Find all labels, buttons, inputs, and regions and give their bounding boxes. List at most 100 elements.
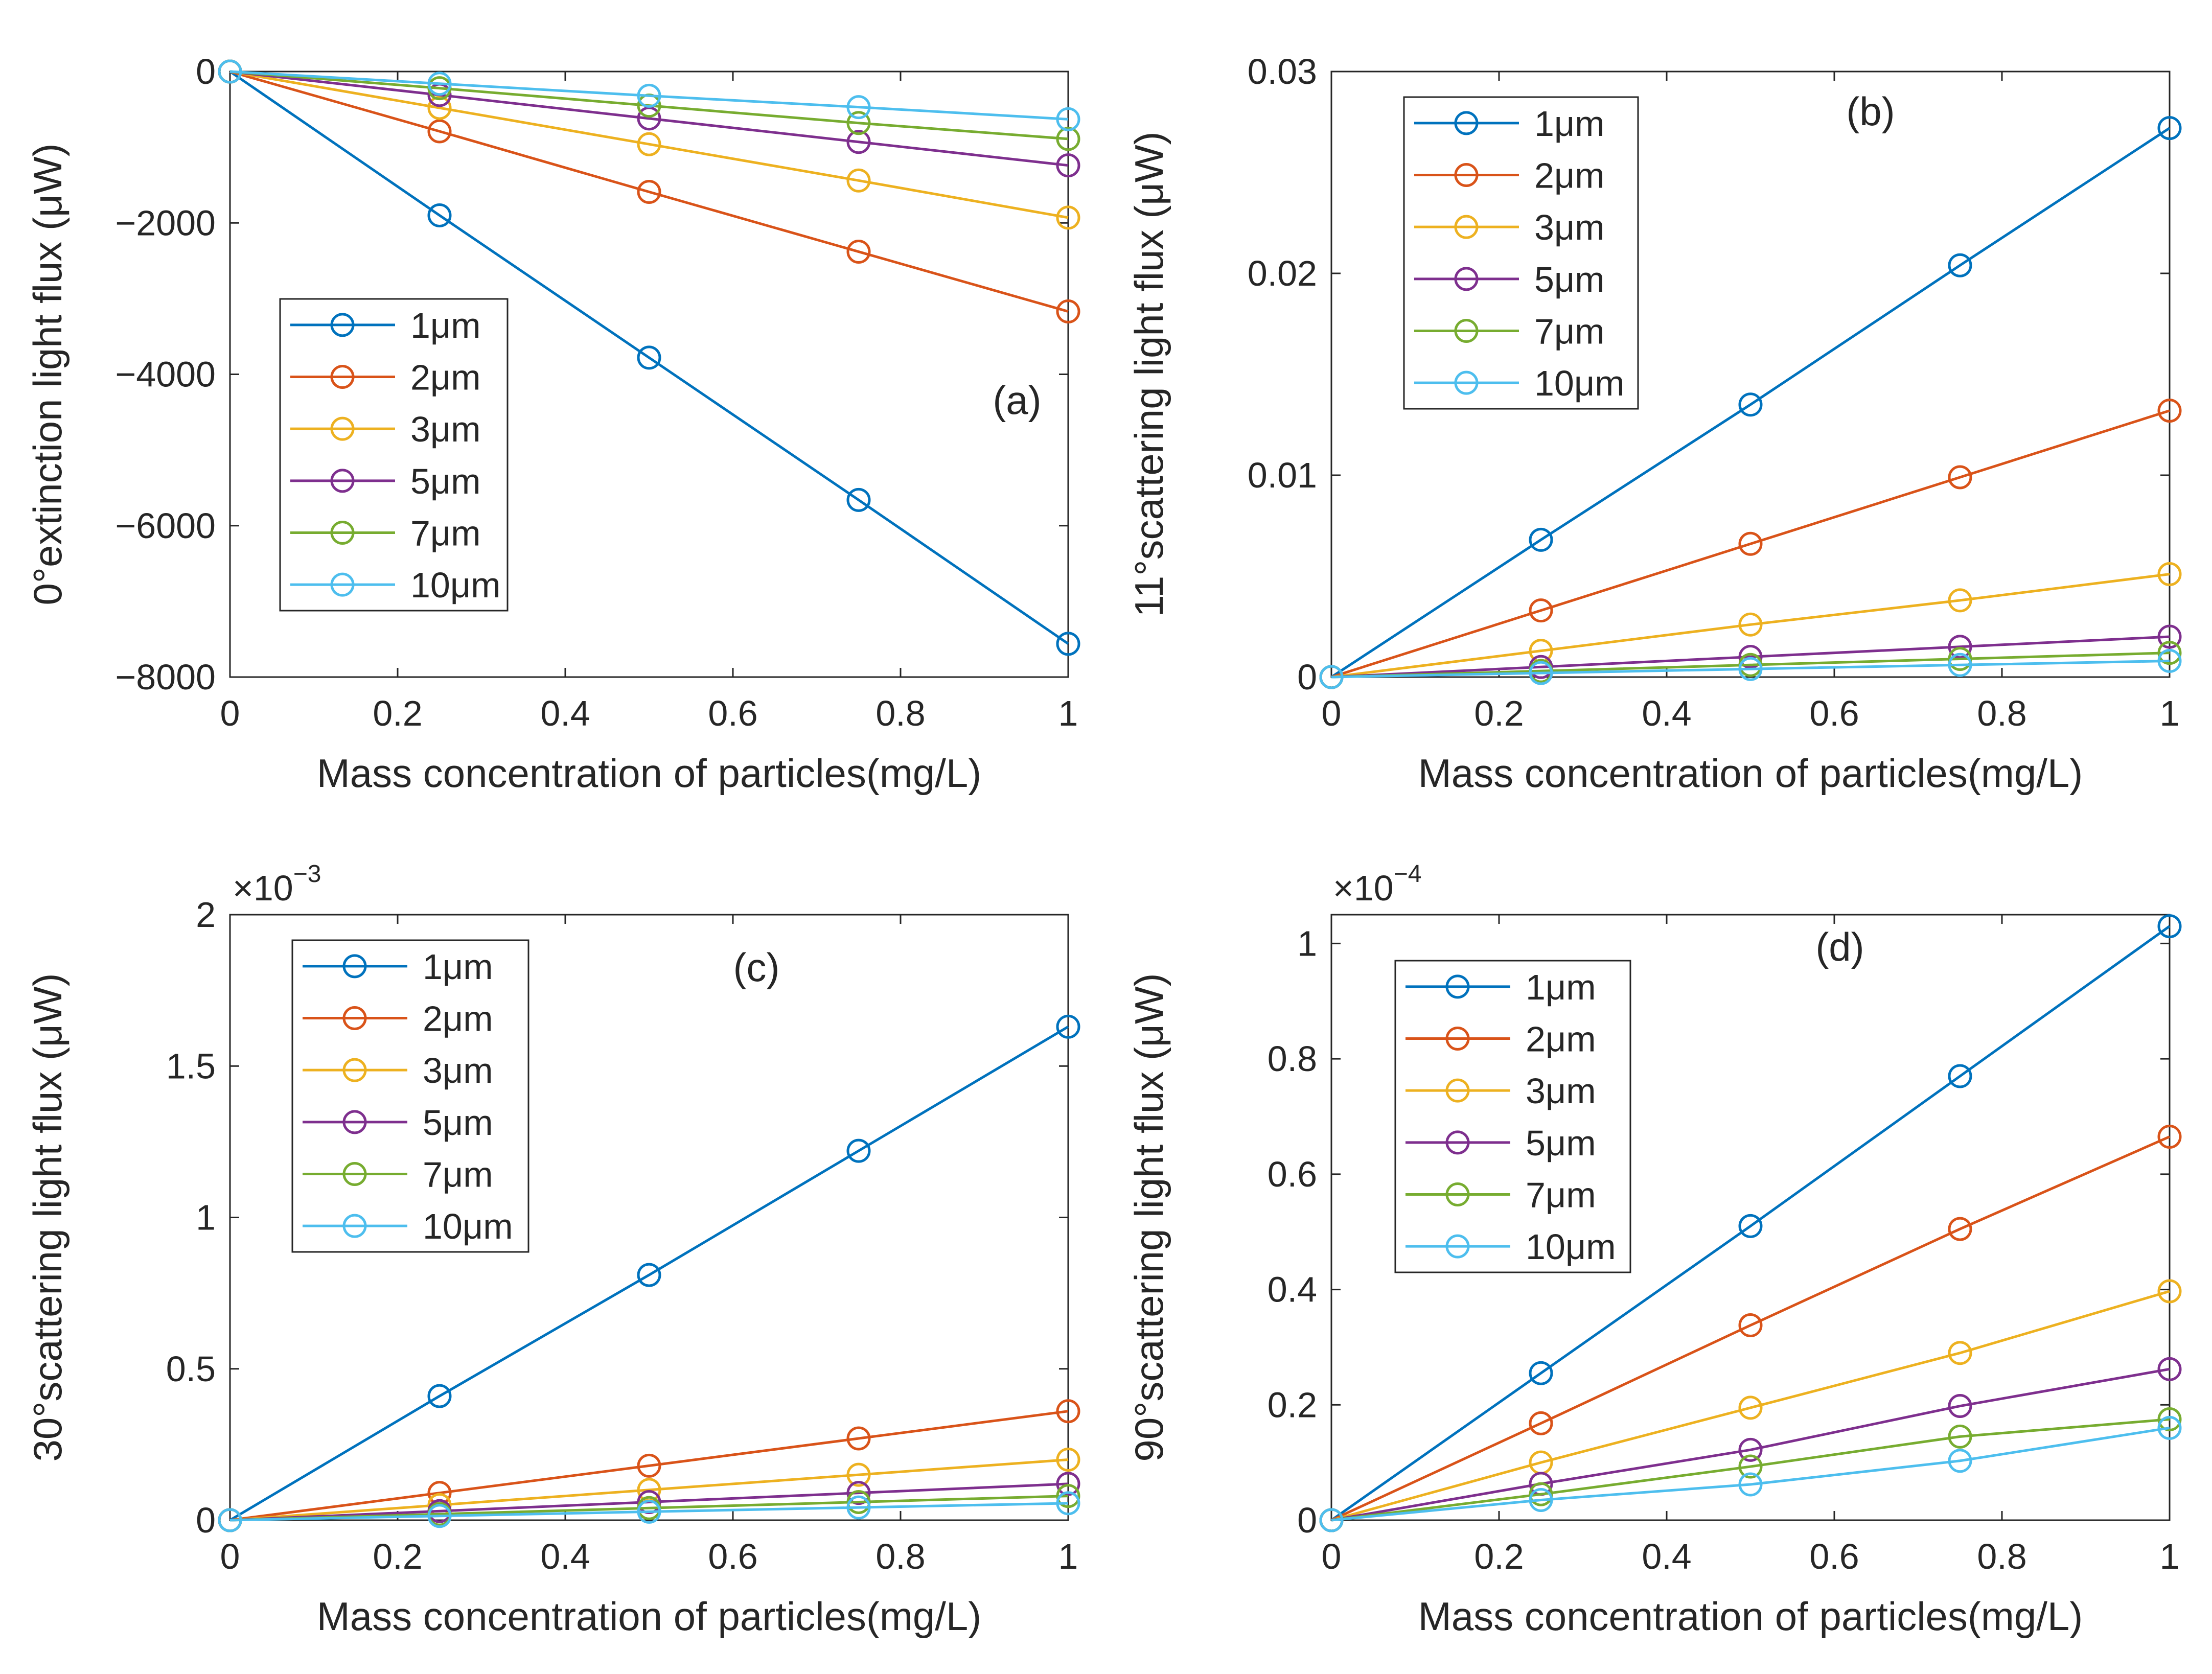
series-10μm — [1319, 1415, 2182, 1532]
series-line — [229, 70, 1069, 167]
x-tick-label: 0.8 — [1977, 693, 2026, 733]
chart-panel-4: 0 0.2 0.4 0.6 0.8 1 0 0.2 0.4 0.6 0.8 1 Mass concent… — [1126, 861, 2182, 1639]
series-line — [229, 1458, 1069, 1522]
data-point — [427, 1384, 452, 1408]
legend-marker — [342, 1110, 367, 1134]
y-tick-label: 0.01 — [1248, 455, 1317, 495]
axis-exponent-power: −3 — [293, 861, 321, 888]
data-point — [1948, 1394, 1972, 1419]
series-line — [1330, 127, 2171, 679]
series-line — [1330, 925, 2171, 1522]
data-point — [1738, 1472, 1763, 1497]
y-tick-label: 1 — [196, 1198, 216, 1238]
data-point — [2157, 562, 2182, 587]
x-tick-label: 0.2 — [1474, 693, 1524, 733]
x-tick-label: 0.2 — [373, 1537, 422, 1576]
data-point — [1056, 205, 1080, 230]
data-point — [1738, 612, 1763, 637]
data-point — [2157, 116, 2182, 141]
x-tick-label: 0.4 — [1642, 693, 1691, 733]
x-tick-label: 0 — [220, 1537, 240, 1576]
legend-marker — [342, 1058, 367, 1082]
legend-marker — [1454, 319, 1479, 343]
data-point — [846, 1426, 871, 1451]
x-tick-label: 0.8 — [875, 693, 925, 733]
series-line — [1331, 409, 2170, 679]
data-point — [2157, 1279, 2182, 1304]
data-point — [1529, 527, 1553, 552]
legend-marker — [1445, 974, 1470, 999]
data-point — [1056, 1472, 1080, 1496]
data-point — [846, 1138, 871, 1163]
data-point — [846, 168, 871, 193]
series-line — [229, 70, 1069, 121]
x-tick-label: 0.6 — [1809, 693, 1859, 733]
legend-label: 10μm — [410, 565, 501, 605]
series-10μm — [218, 59, 1080, 131]
y-tick-label: 0.8 — [1268, 1039, 1317, 1079]
x-tick-label: 1 — [2160, 693, 2180, 733]
y-axis-label: 0°extinction light flux (μW) — [25, 143, 70, 605]
series-1μm — [218, 1014, 1080, 1532]
legend-label: 2μm — [410, 358, 481, 398]
data-point — [846, 1490, 871, 1514]
data-point — [1056, 1491, 1080, 1516]
legend-marker — [1445, 1130, 1470, 1155]
x-tick-label: 0.8 — [875, 1537, 925, 1576]
legend-label: 5μm — [423, 1103, 493, 1143]
legend-marker — [1454, 370, 1479, 395]
series-line — [229, 1502, 1069, 1522]
data-point — [637, 83, 661, 108]
data-point — [1948, 1341, 1972, 1365]
legend-label: 5μm — [1526, 1123, 1596, 1163]
legend-marker — [1454, 111, 1479, 135]
y-tick-label: 0.2 — [1268, 1385, 1317, 1425]
y-tick-label: 0.4 — [1268, 1270, 1317, 1310]
data-point — [1529, 1488, 1553, 1512]
chart-panel-2: 0 0.2 0.4 0.6 0.8 1 0 0.01 0.02 0.03 Mass concentr… — [1126, 52, 2182, 796]
legend-label: 3μm — [423, 1051, 493, 1090]
x-tick-label: 0.8 — [1977, 1537, 2026, 1576]
legend-marker — [330, 313, 355, 337]
data-point — [846, 240, 871, 264]
data-point — [1056, 127, 1080, 151]
y-tick-label: 0.5 — [166, 1349, 216, 1389]
legend-marker — [1445, 1027, 1470, 1051]
x-tick-label: 0.2 — [373, 693, 422, 733]
series-line — [1331, 1426, 2170, 1522]
data-point — [1529, 1411, 1553, 1435]
panel-label: (b) — [1846, 89, 1895, 134]
series-10μm — [218, 1491, 1080, 1532]
data-point — [1738, 1214, 1763, 1238]
x-axis-label: Mass concentration of particles(mg/L) — [1418, 1594, 2083, 1639]
data-point — [846, 487, 871, 512]
y-tick-label: −2000 — [115, 203, 216, 243]
data-point — [218, 1508, 242, 1532]
data-point — [637, 345, 661, 370]
legend: 1μm 2μm 3μm 5μm 7μm 10μm — [1403, 96, 1639, 410]
data-point — [2157, 641, 2182, 665]
series-line — [1330, 1135, 2171, 1522]
y-tick-label: 0 — [1297, 657, 1317, 697]
series-line — [1331, 659, 2170, 679]
legend-label: 2μm — [1534, 156, 1605, 196]
x-tick-label: 1 — [1058, 1537, 1078, 1576]
x-tick-label: 1 — [2160, 1537, 2180, 1576]
legend-marker — [330, 572, 355, 597]
legend-label: 7μm — [423, 1155, 493, 1195]
data-point — [1056, 1399, 1080, 1424]
series-line — [1331, 1367, 2170, 1522]
legend-marker — [330, 521, 355, 545]
series-2μm — [218, 59, 1080, 324]
data-point — [2157, 1415, 2182, 1440]
data-point — [1738, 392, 1763, 417]
data-point — [846, 1462, 871, 1487]
data-point — [1738, 1437, 1763, 1462]
data-point — [1056, 153, 1080, 178]
legend-box — [1403, 96, 1639, 410]
data-point — [427, 203, 452, 227]
x-axis-label: Mass concentration of particles(mg/L) — [317, 1594, 982, 1639]
data-point — [1948, 1449, 1972, 1473]
x-tick-label: 1 — [1058, 693, 1078, 733]
